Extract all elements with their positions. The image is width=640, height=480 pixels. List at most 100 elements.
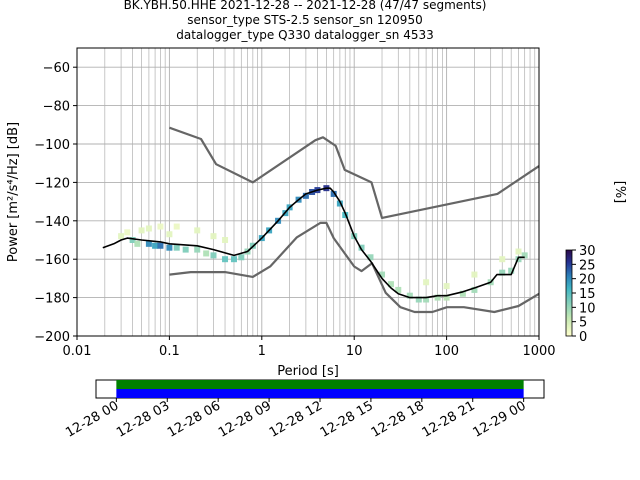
density-cell	[443, 283, 450, 290]
density-cell	[395, 286, 402, 293]
density-cell	[145, 240, 152, 247]
density-cell	[515, 248, 522, 255]
x-tick-label: 10	[346, 344, 363, 359]
timeline-tick-label: 12-29 00	[471, 398, 529, 440]
density-cell	[499, 269, 506, 276]
x-axis-label: Period [s]	[277, 364, 339, 379]
title-line-1: BK.YBH.50.HHE 2021-12-28 -- 2021-12-28 (…	[124, 0, 487, 12]
density-cell	[222, 256, 229, 263]
density-cell	[443, 294, 450, 301]
density-cell	[222, 237, 229, 243]
density-cell	[471, 286, 478, 293]
plot-frame	[76, 47, 540, 337]
density-cell	[157, 223, 164, 230]
density-cell	[499, 256, 506, 263]
density-cell	[138, 227, 145, 234]
density-cell	[182, 246, 189, 253]
high-noise-model-line	[169, 126, 540, 219]
figure-title: BK.YBH.50.HHE 2021-12-28 -- 2021-12-28 (…	[124, 0, 487, 42]
density-cell	[152, 242, 159, 249]
timeline-tick-label: 12-28 03	[114, 398, 172, 440]
mode-line	[102, 187, 525, 299]
density-cell	[459, 290, 466, 297]
y-tick-label: −100	[34, 138, 70, 153]
density-cell	[471, 271, 478, 278]
density-cell	[336, 200, 343, 207]
density-cell	[387, 281, 394, 288]
plot-background	[77, 48, 539, 336]
y-tick-label: −200	[34, 330, 70, 345]
y-tick-label: −120	[34, 176, 70, 191]
y-tick-label: −140	[34, 215, 70, 230]
density-cell	[210, 252, 217, 259]
density-cell	[238, 254, 245, 261]
density-cell	[406, 292, 413, 299]
density-cell	[129, 237, 136, 243]
timeline-tick-label: 12-28 06	[165, 398, 223, 440]
timeline-tick-label: 12-28 12	[267, 398, 325, 440]
timeline-tick-label: 12-28 21	[420, 398, 478, 440]
colorbar-tick-label: 20	[579, 273, 596, 288]
density-cell	[330, 190, 337, 197]
timeline-tick-label: 12-28 09	[216, 398, 274, 440]
density-cell	[166, 231, 173, 238]
y-tick-label: −60	[43, 61, 70, 76]
density-cell	[145, 225, 152, 232]
colorbar-gradient	[565, 249, 573, 337]
density-cell	[124, 229, 131, 236]
density-cell	[358, 244, 365, 251]
colorbar-tick-label: 10	[579, 301, 596, 316]
x-tick-label: 0.01	[63, 344, 92, 359]
density-cell	[521, 252, 528, 259]
timeline-tick-label: 12-28 00	[63, 398, 121, 440]
colorbar-tick-label: 0	[579, 330, 587, 345]
density-cell	[118, 233, 125, 240]
density-cell	[423, 279, 430, 286]
density-cell	[194, 227, 201, 234]
density-cell	[210, 233, 217, 240]
colorbar-tick-label: 15	[579, 287, 596, 302]
x-tick-label: 100	[434, 344, 459, 359]
density-cell	[302, 192, 309, 199]
y-tick-label: −80	[43, 100, 70, 115]
mode-curve	[102, 187, 525, 299]
density-cell	[173, 223, 180, 230]
timeline-bar-blue	[116, 389, 524, 398]
y-tick-label: −180	[34, 292, 70, 307]
psd-plot: 0.01 0.1 1 10 100 1000 −60 −80 −100 −120 −140 −160…	[6, 47, 556, 379]
title-line-2: sensor_type STS-2.5 sensor_sn 120950	[187, 13, 422, 27]
y-axis-label: Power [m²/s⁴/Hz] [dB]	[6, 122, 21, 262]
density-cell	[434, 294, 441, 301]
density-cell	[415, 296, 422, 303]
x-tick-label: 1000	[522, 344, 555, 359]
density-cell	[173, 244, 180, 251]
density-cell	[157, 242, 164, 249]
title-line-3: datalogger_type Q330 datalogger_sn 4533	[176, 28, 434, 42]
colorbar-tick-label: 25	[579, 258, 596, 273]
density-cell	[203, 250, 210, 257]
timeline-bar-green	[116, 380, 524, 389]
timeline-tick-label: 12-28 15	[318, 398, 376, 440]
density-cell	[166, 244, 173, 251]
x-tick-label: 1	[258, 344, 266, 359]
colorbar-tick-label: 5	[579, 316, 587, 331]
y-axis-ticks: −60 −80 −100 −120 −140 −160 −180 −200	[34, 61, 77, 345]
timeline-tick-label: 12-28 18	[369, 398, 427, 440]
density-cell	[230, 256, 237, 263]
noise-models	[169, 126, 540, 314]
colorbar-label: [%]	[612, 181, 627, 204]
low-noise-model-line	[169, 221, 540, 314]
density-cell	[134, 240, 141, 247]
colorbar-tick-label: 30	[579, 244, 596, 259]
density-cell	[367, 254, 374, 261]
density-cell	[423, 296, 430, 303]
x-axis-ticks: 0.01 0.1 1 10 100 1000	[63, 336, 556, 359]
x-tick-label: 0.1	[159, 344, 180, 359]
density-cell	[379, 271, 386, 278]
density-cell	[508, 267, 515, 274]
